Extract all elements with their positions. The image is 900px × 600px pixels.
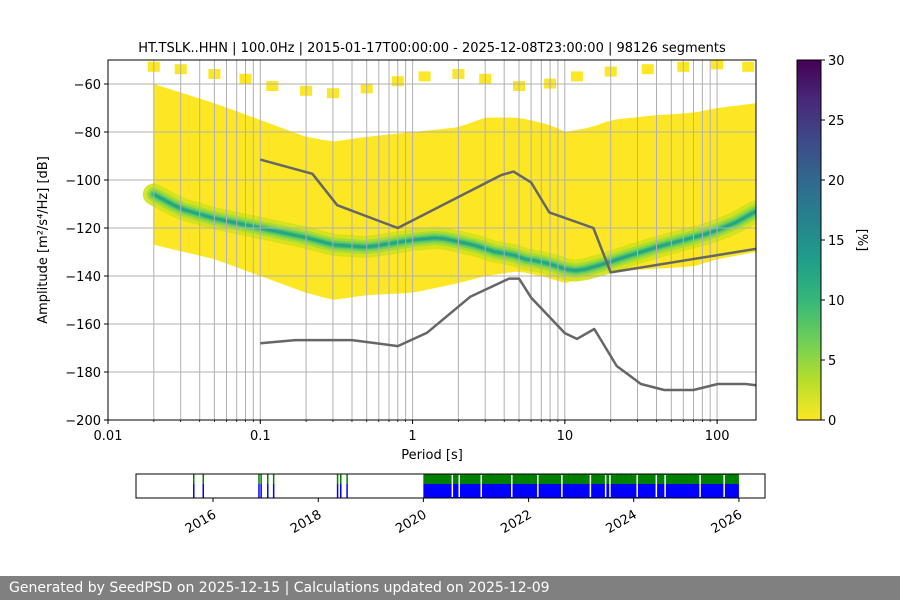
colorbar-label: [%] xyxy=(854,229,869,252)
y-tick-label: −140 xyxy=(65,270,101,285)
timeline-tick-label: 2026 xyxy=(709,507,745,537)
x-tick-label: 0.01 xyxy=(94,429,123,444)
used-data-segment xyxy=(258,484,260,498)
availability-gap xyxy=(458,475,460,497)
chart-title: HT.TSLK..HHN | 100.0Hz | 2015-01-17T00:0… xyxy=(138,41,726,56)
used-data-segment xyxy=(340,484,342,498)
y-tick-label: −160 xyxy=(65,318,101,333)
x-tick-label: 100 xyxy=(705,429,730,444)
grid-lines xyxy=(108,60,756,420)
availability-gap xyxy=(561,475,563,497)
timeline-tick-label: 2020 xyxy=(393,507,429,537)
psd-sparse-point xyxy=(742,61,755,72)
noise-models xyxy=(259,158,756,392)
timeline-tick-label: 2024 xyxy=(604,507,640,537)
used-data-segment xyxy=(202,484,205,498)
timeline-bars xyxy=(193,474,739,498)
availability-segment xyxy=(340,474,342,484)
psd-sparse-point xyxy=(641,64,654,75)
y-tick-label: −80 xyxy=(74,126,101,141)
availability-gap xyxy=(537,475,539,497)
availability-gap xyxy=(451,475,454,497)
used-data-segment xyxy=(346,484,348,498)
availability-gap xyxy=(604,475,607,497)
availability-bar xyxy=(423,474,739,484)
plot-frame xyxy=(107,59,757,421)
used-data-segment xyxy=(336,484,339,498)
footer: Generated by SeedPSD on 2025-12-15 | Cal… xyxy=(0,576,900,600)
availability-gap xyxy=(655,475,658,497)
colorbar-gradient xyxy=(797,60,821,420)
y-axis-title: Amplitude [m²/s⁴/Hz] [dB] xyxy=(36,156,51,324)
psd-sparse-point xyxy=(570,71,583,82)
availability-gap xyxy=(664,475,666,497)
timeline-tick-label: 2018 xyxy=(288,507,324,537)
timeline-tick-label: 2022 xyxy=(498,507,534,537)
low-noise-model xyxy=(260,277,756,392)
availability-gap xyxy=(480,475,483,497)
y-tick-label: −180 xyxy=(65,366,101,381)
timeline-tick-label: 2016 xyxy=(183,507,219,537)
footer-text: Generated by SeedPSD on 2025-12-15 | Cal… xyxy=(9,580,550,596)
psd-sparse-point xyxy=(266,81,279,91)
y-tick-label: −100 xyxy=(65,174,101,189)
colorbar-tick-label: 5 xyxy=(828,354,836,369)
availability-gap xyxy=(636,475,638,497)
psd-plot-area: −60 −80 −100 −120 −140 −160 −180 −200 0.01 0.1 1 1… xyxy=(65,59,757,444)
colorbar-tick-label: 10 xyxy=(828,294,845,309)
availability-segment xyxy=(272,474,275,484)
x-axis: 0.01 0.1 1 10 100 xyxy=(94,420,730,444)
timeline-frame xyxy=(135,473,766,499)
psd-mode-ridge xyxy=(152,193,756,272)
availability-segment xyxy=(346,474,348,484)
colorbar-tick-label: 20 xyxy=(828,174,845,189)
colorbar-ticks: 0 5 10 15 20 25 30 xyxy=(821,54,845,429)
availability-gap xyxy=(699,475,701,497)
availability-segment xyxy=(193,474,195,484)
colorbar-tick-label: 25 xyxy=(828,114,845,129)
availability-segment xyxy=(202,474,205,484)
used-data-segment xyxy=(267,484,269,498)
availability-gap xyxy=(723,475,725,497)
colorbar: 0 5 10 15 20 25 30 [%] xyxy=(796,54,869,429)
availability-segment xyxy=(336,474,339,484)
x-tick-label: 10 xyxy=(557,429,574,444)
used-data-segment xyxy=(193,484,195,498)
psd-heatmap xyxy=(142,60,756,300)
colorbar-tick-label: 0 xyxy=(828,414,836,429)
data-availability-timeline: 2016 2018 2020 2022 2024 2026 xyxy=(135,473,766,537)
availability-gap xyxy=(511,475,513,497)
colorbar-tick-label: 15 xyxy=(828,234,845,249)
availability-gap xyxy=(609,475,611,497)
colorbar-tick-label: 30 xyxy=(828,54,845,69)
availability-gap xyxy=(589,475,592,497)
x-tick-label: 0.1 xyxy=(250,429,271,444)
y-tick-label: −120 xyxy=(65,222,101,237)
x-tick-label: 1 xyxy=(408,429,416,444)
used-data-bar xyxy=(423,484,739,498)
timeline-axis: 2016 2018 2020 2022 2024 2026 xyxy=(183,498,745,537)
x-axis-title: Period [s] xyxy=(401,448,463,463)
psd-sparse-point xyxy=(418,71,431,82)
availability-segment xyxy=(267,474,269,484)
y-axis: −60 −80 −100 −120 −140 −160 −180 −200 xyxy=(65,78,108,429)
y-tick-label: −200 xyxy=(65,414,101,429)
availability-segment xyxy=(260,474,262,484)
availability-segment xyxy=(258,474,260,484)
used-data-segment xyxy=(272,484,275,498)
y-tick-label: −60 xyxy=(74,78,101,93)
used-data-segment xyxy=(260,484,262,498)
high-noise-model xyxy=(259,158,756,274)
